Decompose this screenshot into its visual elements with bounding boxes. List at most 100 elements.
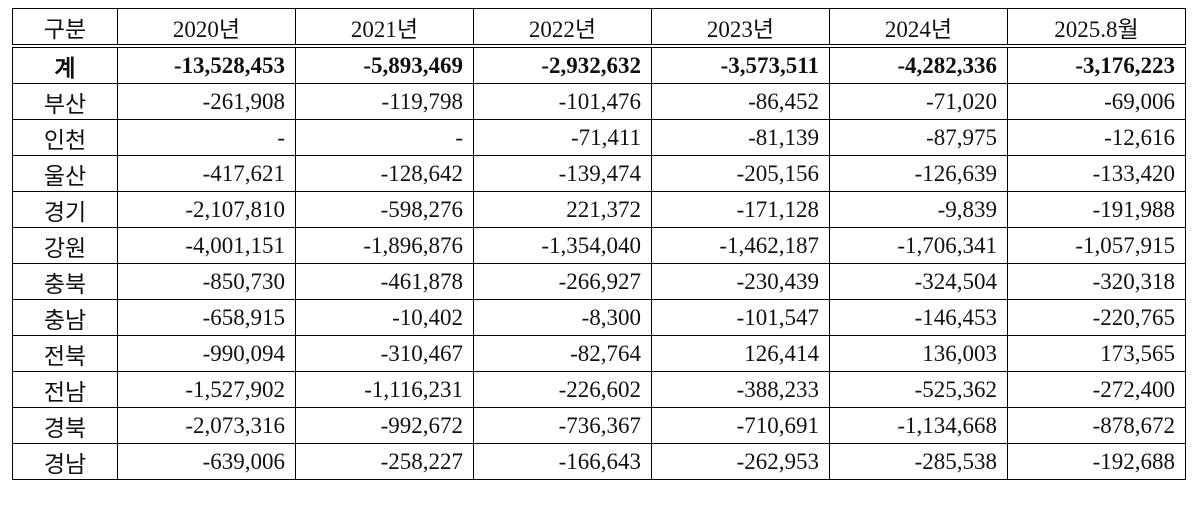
value-cell: -119,798 bbox=[295, 83, 474, 120]
value-cell: -71,020 bbox=[829, 83, 1008, 120]
value-cell: -261,908 bbox=[117, 83, 296, 120]
header-cell: 2024년 bbox=[829, 8, 1008, 48]
value-cell: -4,282,336 bbox=[829, 45, 1008, 84]
value-cell: -101,547 bbox=[651, 299, 830, 336]
value-cell: -192,688 bbox=[1007, 443, 1186, 480]
value-cell: -69,006 bbox=[1007, 83, 1186, 120]
value-cell: -71,411 bbox=[473, 119, 652, 156]
row-label: 충남 bbox=[12, 299, 118, 336]
row-label: 부산 bbox=[12, 83, 118, 120]
value-cell: -86,452 bbox=[651, 83, 830, 120]
value-cell: -13,528,453 bbox=[117, 45, 296, 84]
table-row: 울산 -417,621 -128,642 -139,474 -205,156 -126,6… bbox=[12, 155, 1186, 192]
value-cell: -285,538 bbox=[829, 443, 1008, 480]
value-cell: -461,878 bbox=[295, 263, 474, 300]
value-cell: -710,691 bbox=[651, 407, 830, 444]
value-cell: -878,672 bbox=[1007, 407, 1186, 444]
value-cell: -639,006 bbox=[117, 443, 296, 480]
value-cell: -1,527,902 bbox=[117, 371, 296, 408]
table-row: 전북 -990,094 -310,467 -82,764 126,414 136,003 1… bbox=[12, 335, 1186, 372]
value-cell: -1,116,231 bbox=[295, 371, 474, 408]
value-cell: -2,932,632 bbox=[473, 45, 652, 84]
value-cell: 221,372 bbox=[473, 191, 652, 228]
value-cell: -5,893,469 bbox=[295, 45, 474, 84]
value-cell: -310,467 bbox=[295, 335, 474, 372]
header-cell: 2021년 bbox=[295, 8, 474, 48]
value-cell: -10,402 bbox=[295, 299, 474, 336]
value-cell: -126,639 bbox=[829, 155, 1008, 192]
row-label: 계 bbox=[12, 45, 118, 84]
table-row: 강원 -4,001,151 -1,896,876 -1,354,040 -1,462,1… bbox=[12, 227, 1186, 264]
value-cell: -191,988 bbox=[1007, 191, 1186, 228]
value-cell: -166,643 bbox=[473, 443, 652, 480]
value-cell: -525,362 bbox=[829, 371, 1008, 408]
value-cell: -262,953 bbox=[651, 443, 830, 480]
value-cell: 136,003 bbox=[829, 335, 1008, 372]
value-cell: -1,462,187 bbox=[651, 227, 830, 264]
value-cell: -320,318 bbox=[1007, 263, 1186, 300]
value-cell: -1,354,040 bbox=[473, 227, 652, 264]
value-cell: -990,094 bbox=[117, 335, 296, 372]
row-label: 충북 bbox=[12, 263, 118, 300]
row-label: 인천 bbox=[12, 119, 118, 156]
value-cell: -87,975 bbox=[829, 119, 1008, 156]
value-cell: -2,107,810 bbox=[117, 191, 296, 228]
value-cell: -388,233 bbox=[651, 371, 830, 408]
table-body: 계 -13,528,453 -5,893,469 -2,932,632 -3,573,5… bbox=[12, 45, 1186, 480]
value-cell: -12,616 bbox=[1007, 119, 1186, 156]
value-cell: -81,139 bbox=[651, 119, 830, 156]
value-cell: -8,300 bbox=[473, 299, 652, 336]
table-head: 구분 2020년 2021년 2022년 2023년 2024년 2025.8월 bbox=[12, 8, 1186, 48]
table-row: 부산 -261,908 -119,798 -101,476 -86,452 -71,020… bbox=[12, 83, 1186, 120]
value-cell: - bbox=[295, 119, 474, 156]
header-row: 구분 2020년 2021년 2022년 2023년 2024년 2025.8월 bbox=[12, 8, 1186, 48]
row-label: 강원 bbox=[12, 227, 118, 264]
value-cell: -1,134,668 bbox=[829, 407, 1008, 444]
value-cell: -992,672 bbox=[295, 407, 474, 444]
header-cell: 2023년 bbox=[651, 8, 830, 48]
header-cell: 2022년 bbox=[473, 8, 652, 48]
row-label: 전북 bbox=[12, 335, 118, 372]
table-row: 경북 -2,073,316 -992,672 -736,367 -710,691 -1,1… bbox=[12, 407, 1186, 444]
row-label: 경북 bbox=[12, 407, 118, 444]
row-label: 울산 bbox=[12, 155, 118, 192]
value-cell: -146,453 bbox=[829, 299, 1008, 336]
value-cell: -1,896,876 bbox=[295, 227, 474, 264]
value-cell: -4,001,151 bbox=[117, 227, 296, 264]
header-cell: 구분 bbox=[12, 8, 118, 48]
value-cell: -9,839 bbox=[829, 191, 1008, 228]
value-cell: -324,504 bbox=[829, 263, 1008, 300]
value-cell: -736,367 bbox=[473, 407, 652, 444]
value-cell: -258,227 bbox=[295, 443, 474, 480]
value-cell: -82,764 bbox=[473, 335, 652, 372]
value-cell: -128,642 bbox=[295, 155, 474, 192]
value-cell: -266,927 bbox=[473, 263, 652, 300]
table-row: 인천 - - -71,411 -81,139 -87,975 -12,616 bbox=[12, 119, 1186, 156]
value-cell: -230,439 bbox=[651, 263, 830, 300]
value-cell: -133,420 bbox=[1007, 155, 1186, 192]
value-cell: -3,573,511 bbox=[651, 45, 830, 84]
table-row: 경남 -639,006 -258,227 -166,643 -262,953 -285,5… bbox=[12, 443, 1186, 480]
value-cell: 126,414 bbox=[651, 335, 830, 372]
value-cell: 173,565 bbox=[1007, 335, 1186, 372]
row-label: 경기 bbox=[12, 191, 118, 228]
value-cell: -3,176,223 bbox=[1007, 45, 1186, 84]
row-label: 전남 bbox=[12, 371, 118, 408]
value-cell: -139,474 bbox=[473, 155, 652, 192]
header-cell: 2025.8월 bbox=[1007, 8, 1186, 48]
row-label: 경남 bbox=[12, 443, 118, 480]
value-cell: -2,073,316 bbox=[117, 407, 296, 444]
value-cell: -101,476 bbox=[473, 83, 652, 120]
value-cell: -1,057,915 bbox=[1007, 227, 1186, 264]
table-row: 계 -13,528,453 -5,893,469 -2,932,632 -3,573,5… bbox=[12, 45, 1186, 84]
value-cell: -598,276 bbox=[295, 191, 474, 228]
value-cell: -417,621 bbox=[117, 155, 296, 192]
value-cell: - bbox=[117, 119, 296, 156]
value-cell: -658,915 bbox=[117, 299, 296, 336]
value-cell: -850,730 bbox=[117, 263, 296, 300]
value-cell: -220,765 bbox=[1007, 299, 1186, 336]
value-cell: -171,128 bbox=[651, 191, 830, 228]
table-row: 전남 -1,527,902 -1,116,231 -226,602 -388,233 -5… bbox=[12, 371, 1186, 408]
value-cell: -272,400 bbox=[1007, 371, 1186, 408]
